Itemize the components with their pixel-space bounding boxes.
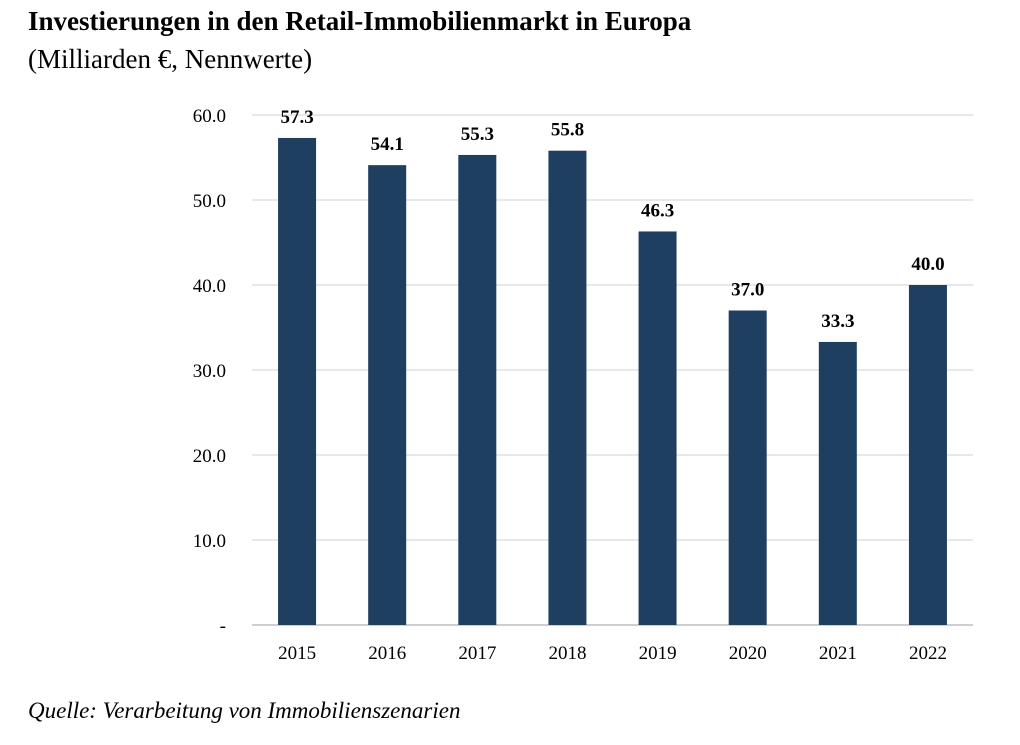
y-tick-label: 60.0 — [193, 106, 226, 127]
x-tick-label-2022: 2022 — [909, 643, 947, 664]
x-tick-label-2015: 2015 — [278, 643, 316, 664]
x-tick-label-2016: 2016 — [368, 643, 406, 664]
x-axis-ticks: 2015 2016 2017 2018 2019 2020 2021 2022 — [278, 643, 947, 664]
data-label-2020: 37.0 — [731, 280, 764, 301]
x-tick-label-2020: 2020 — [729, 643, 767, 664]
x-tick-label-2018: 2018 — [548, 643, 586, 664]
data-label-2021: 33.3 — [821, 311, 854, 332]
bar-2022 — [908, 285, 947, 625]
y-tick-label: 40.0 — [193, 276, 226, 297]
bar-2016 — [368, 165, 407, 625]
bar-2015 — [278, 137, 317, 625]
chart-subtitle: (Milliarden €, Nennwerte) — [28, 44, 313, 74]
data-label-2018: 55.8 — [551, 120, 584, 141]
data-labels: 57.3 54.1 55.3 55.8 46.3 37.0 33.3 40.0 — [280, 107, 944, 332]
data-label-2016: 54.1 — [371, 134, 404, 155]
bar-2020 — [728, 310, 767, 625]
bars — [278, 137, 947, 625]
bar-2018 — [548, 150, 587, 625]
y-axis-ticks: - 10.0 20.0 30.0 40.0 50.0 60.0 — [193, 106, 226, 637]
y-tick-label: 20.0 — [193, 446, 226, 467]
gridlines — [252, 114, 973, 626]
x-tick-label-2017: 2017 — [458, 643, 496, 664]
bar-2017 — [458, 154, 497, 625]
data-label-2017: 55.3 — [461, 124, 494, 145]
bar-2021 — [818, 341, 857, 625]
x-tick-label-2021: 2021 — [819, 643, 857, 664]
x-tick-label-2019: 2019 — [639, 643, 677, 664]
y-tick-label: 50.0 — [193, 191, 226, 212]
data-label-2015: 57.3 — [280, 107, 313, 128]
y-tick-label: 30.0 — [193, 361, 226, 382]
y-tick-label: - — [220, 616, 226, 637]
source-note: Quelle: Verarbeitung von Immobilienszena… — [28, 698, 461, 723]
data-label-2022: 40.0 — [911, 254, 944, 275]
data-label-2019: 46.3 — [641, 200, 674, 221]
chart-title: Investierungen in den Retail-Immobilienm… — [28, 6, 692, 36]
y-tick-label: 10.0 — [193, 531, 226, 552]
bar-2019 — [638, 231, 677, 625]
